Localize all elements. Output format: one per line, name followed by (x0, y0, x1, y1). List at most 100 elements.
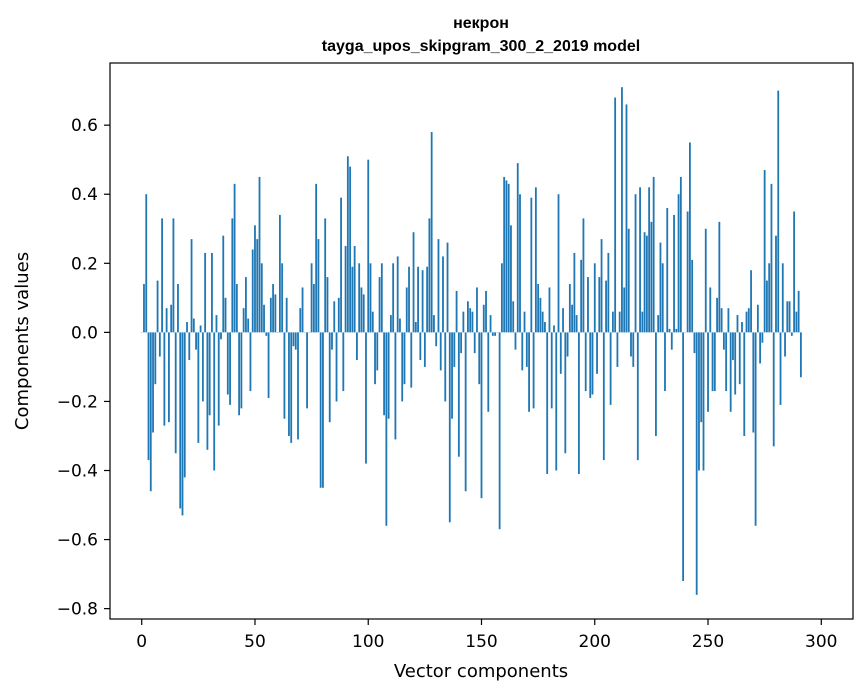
bar (396, 256, 399, 333)
bar (546, 332, 549, 474)
bar (464, 332, 467, 492)
bar (609, 332, 612, 405)
bar (673, 214, 675, 333)
bar (444, 332, 447, 402)
bar (408, 266, 410, 333)
bar (455, 290, 458, 333)
bar (528, 332, 530, 412)
bar (655, 332, 657, 436)
bar (557, 194, 560, 333)
bar (491, 332, 494, 336)
bar (224, 297, 227, 333)
bar (292, 332, 295, 347)
bar (446, 242, 449, 333)
bar (720, 308, 723, 333)
bar (174, 332, 177, 454)
bar (639, 187, 641, 333)
bar (453, 332, 456, 367)
bar (659, 242, 662, 333)
bar (405, 287, 408, 333)
bar (147, 332, 150, 461)
bar (245, 277, 247, 333)
bar (437, 239, 440, 333)
bar (494, 332, 496, 336)
x-axis-label: Vector components (394, 661, 568, 682)
bar (206, 332, 209, 450)
bar (260, 263, 263, 333)
bar (539, 297, 542, 333)
bar (351, 266, 354, 333)
bar (555, 332, 558, 471)
bar (208, 332, 211, 416)
chart-title-line1: некрон (453, 15, 509, 32)
y-tick-label: 0.4 (71, 185, 98, 205)
bar (691, 259, 694, 333)
bar (213, 332, 216, 471)
bar (575, 315, 578, 333)
bar (249, 332, 252, 392)
bar (220, 332, 222, 340)
bar (181, 332, 184, 516)
bar (356, 332, 358, 360)
bar (467, 301, 469, 333)
bar (596, 332, 598, 374)
bar (342, 332, 345, 392)
bar (784, 332, 786, 357)
bar (766, 280, 768, 333)
bar (426, 266, 429, 333)
bar (664, 332, 666, 392)
bar (161, 218, 163, 333)
bar (641, 311, 644, 333)
bar (360, 287, 363, 333)
bar (367, 159, 370, 333)
bar (627, 228, 630, 333)
bar (741, 322, 743, 333)
bar (541, 311, 544, 333)
bar (267, 332, 270, 398)
bar (346, 156, 349, 333)
bar (645, 235, 648, 333)
bar (537, 284, 540, 333)
bar (523, 311, 526, 333)
bar (324, 218, 327, 333)
bar (650, 221, 653, 333)
bar (589, 332, 592, 398)
plot-frame (109, 62, 854, 620)
bar (519, 194, 521, 333)
bar (306, 332, 308, 409)
bar (711, 332, 714, 392)
bar (362, 294, 365, 333)
bar (580, 259, 583, 333)
bar (460, 332, 463, 354)
bar (340, 197, 342, 333)
bar (421, 270, 424, 333)
bar (602, 332, 605, 461)
bar (172, 218, 175, 333)
bar (190, 239, 193, 333)
bar (788, 301, 791, 333)
bar (374, 332, 376, 385)
bar (534, 187, 537, 333)
bar (186, 322, 188, 333)
bar (476, 287, 478, 333)
bar (312, 284, 315, 333)
bar (770, 183, 773, 333)
bar (562, 308, 564, 333)
bar (399, 318, 401, 333)
bar (410, 332, 413, 388)
bar (143, 284, 145, 333)
bar (525, 332, 528, 367)
bar (192, 318, 195, 333)
bar (247, 318, 250, 333)
bar (571, 304, 574, 333)
bar (195, 332, 197, 350)
bar (722, 332, 725, 350)
bar (478, 332, 481, 385)
bar (482, 304, 485, 333)
bar (469, 308, 472, 333)
bar (582, 218, 585, 333)
bar (272, 284, 274, 333)
bar (743, 332, 746, 436)
bar (670, 332, 673, 350)
bar (358, 263, 361, 333)
